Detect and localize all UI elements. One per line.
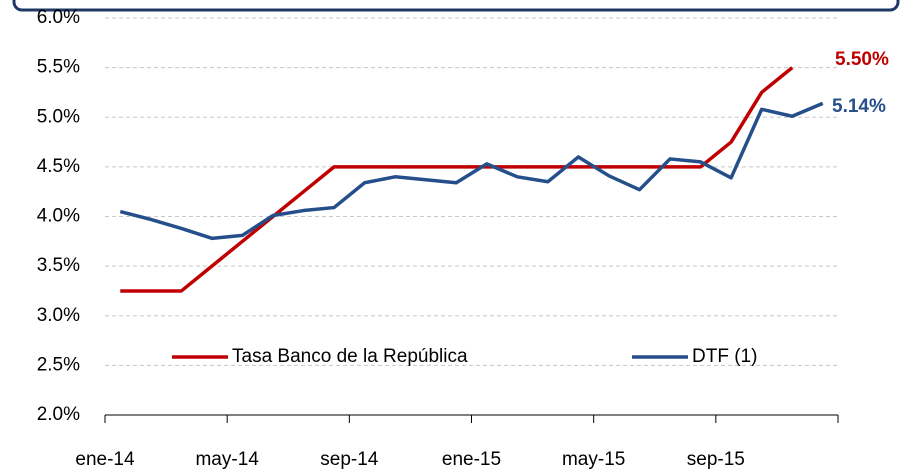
x-tick-label: may-14 — [195, 449, 259, 470]
header-frame — [12, 0, 900, 12]
y-tick-label: 3.0% — [37, 305, 80, 326]
series-line — [120, 66, 794, 293]
y-tick-label: 4.5% — [37, 156, 80, 177]
series-line — [119, 101, 824, 241]
y-tick-label: 5.0% — [37, 106, 80, 127]
end-value-label: 5.14% — [832, 96, 886, 117]
x-tick-label: sep-14 — [320, 449, 379, 470]
x-tick-label: ene-14 — [75, 449, 135, 470]
legend-label: Tasa Banco de la República — [232, 346, 468, 367]
legend-label: DTF (1) — [692, 346, 757, 367]
x-tick-label: ene-15 — [442, 449, 501, 470]
y-tick-label: 3.5% — [37, 255, 80, 276]
y-tick-label: 5.5% — [37, 57, 80, 78]
y-tick-label: 2.5% — [37, 354, 80, 375]
y-tick-label: 6.0% — [37, 7, 80, 28]
x-tick-label: may-15 — [562, 449, 625, 470]
y-tick-label: 4.0% — [37, 206, 80, 227]
end-value-label: 5.50% — [835, 49, 889, 70]
x-tick-label: sep-15 — [687, 449, 745, 470]
y-tick-label: 2.0% — [37, 404, 80, 425]
